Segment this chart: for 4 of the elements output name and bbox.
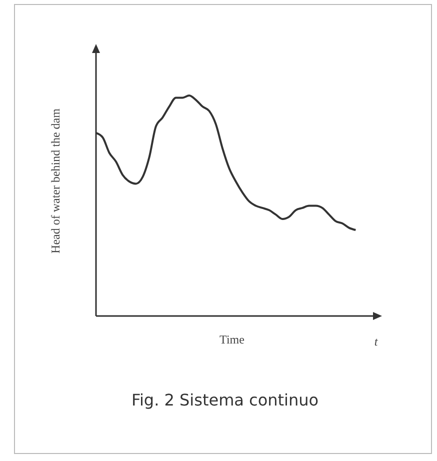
x-axis-title: Time <box>220 332 244 348</box>
caption: Fig. 2 Sistema continuo <box>131 390 319 410</box>
y-axis-title: Head of water behind the dam <box>48 108 64 254</box>
text: t <box>374 334 378 350</box>
